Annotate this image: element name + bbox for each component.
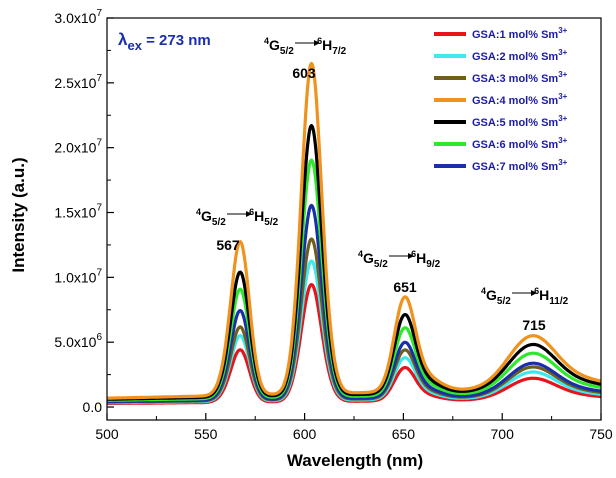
x-tick-label: 500: [95, 426, 119, 442]
spectrum-curves: [107, 61, 601, 406]
legend-entry-series-3: GSA:3 mol% Sm3+: [434, 70, 568, 85]
transition-label-651: 4G5/2 6H9/2 651: [358, 249, 441, 295]
legend-entry-series-2: GSA:2 mol% Sm3+: [434, 48, 568, 63]
y-tick-label: 2.5x107: [54, 73, 102, 91]
x-axis-title: Wavelength (nm): [287, 451, 423, 470]
transition-arrow-head: [531, 290, 537, 296]
x-tick-label: 750: [589, 426, 613, 442]
tick-labels: 500 550 600 650 700 750 0.0 5.0x106 1.0x107 1.5x1…: [54, 8, 613, 442]
peak-wavelength-label: 651: [393, 279, 417, 295]
y-axis-title: Intensity (a.u.): [9, 157, 28, 272]
legend-label: GSA:4 mol% Sm3+: [472, 92, 568, 107]
x-tick-label: 650: [392, 426, 416, 442]
legend-label: GSA:5 mol% Sm3+: [472, 114, 568, 129]
transition-label-567: 4G5/2 6H5/2 567: [196, 207, 279, 253]
peak-wavelength-label: 603: [292, 65, 316, 81]
transition-arrow-head: [246, 211, 252, 217]
transition-term-text: 4G5/2 6H7/2: [264, 36, 347, 57]
transition-label-715: 4G5/2 6H11/2 715: [481, 286, 569, 333]
y-tick-label: 1.5x107: [54, 203, 102, 221]
curve-layer: [107, 61, 601, 406]
transition-arrow-head: [314, 40, 320, 46]
transition-label-603: 4G5/2 6H7/2 603: [264, 36, 347, 81]
x-tick-label: 550: [194, 426, 218, 442]
legend-label: GSA:2 mol% Sm3+: [472, 48, 568, 63]
spectrum-curve-series-4: [107, 61, 601, 400]
legend-entry-series-1: GSA:1 mol% Sm3+: [434, 26, 568, 41]
transition-term-text: 4G5/2 6H9/2: [358, 249, 441, 270]
legend-label: GSA:3 mol% Sm3+: [472, 70, 568, 85]
y-tick-label: 2.0x107: [54, 138, 102, 156]
y-tick-label: 5.0x106: [54, 332, 102, 350]
peak-wavelength-label: 715: [522, 317, 546, 333]
legend-entry-series-4: GSA:4 mol% Sm3+: [434, 92, 568, 107]
legend: GSA:1 mol% Sm3+ GSA:2 mol% Sm3+ GSA:3 mol%…: [434, 26, 568, 173]
y-tick-label: 3.0x107: [54, 8, 102, 26]
legend-entry-series-7: GSA:7 mol% Sm3+: [434, 158, 568, 173]
transition-annotations: 4G5/2 6H5/2 567 4G5/2 6H7/2 603 4G5/2 6H9/2 6…: [196, 36, 569, 333]
legend-entry-series-5: GSA:5 mol% Sm3+: [434, 114, 568, 129]
legend-label: GSA:1 mol% Sm3+: [472, 26, 568, 41]
legend-label: GSA:6 mol% Sm3+: [472, 136, 568, 151]
transition-arrow-head: [408, 253, 414, 259]
y-tick-label: 0.0: [83, 399, 103, 415]
peak-wavelength-label: 567: [216, 237, 240, 253]
axes: [106, 17, 602, 421]
y-tick-label: 1.0x107: [54, 267, 102, 285]
transition-term-text: 4G5/2 6H5/2: [196, 207, 279, 228]
legend-entry-series-6: GSA:6 mol% Sm3+: [434, 136, 568, 151]
x-tick-label: 600: [293, 426, 317, 442]
excitation-label: λex = 273 nm: [118, 30, 211, 53]
transition-term-text: 4G5/2 6H11/2: [481, 286, 569, 307]
legend-label: GSA:7 mol% Sm3+: [472, 158, 568, 173]
x-tick-label: 700: [491, 426, 515, 442]
